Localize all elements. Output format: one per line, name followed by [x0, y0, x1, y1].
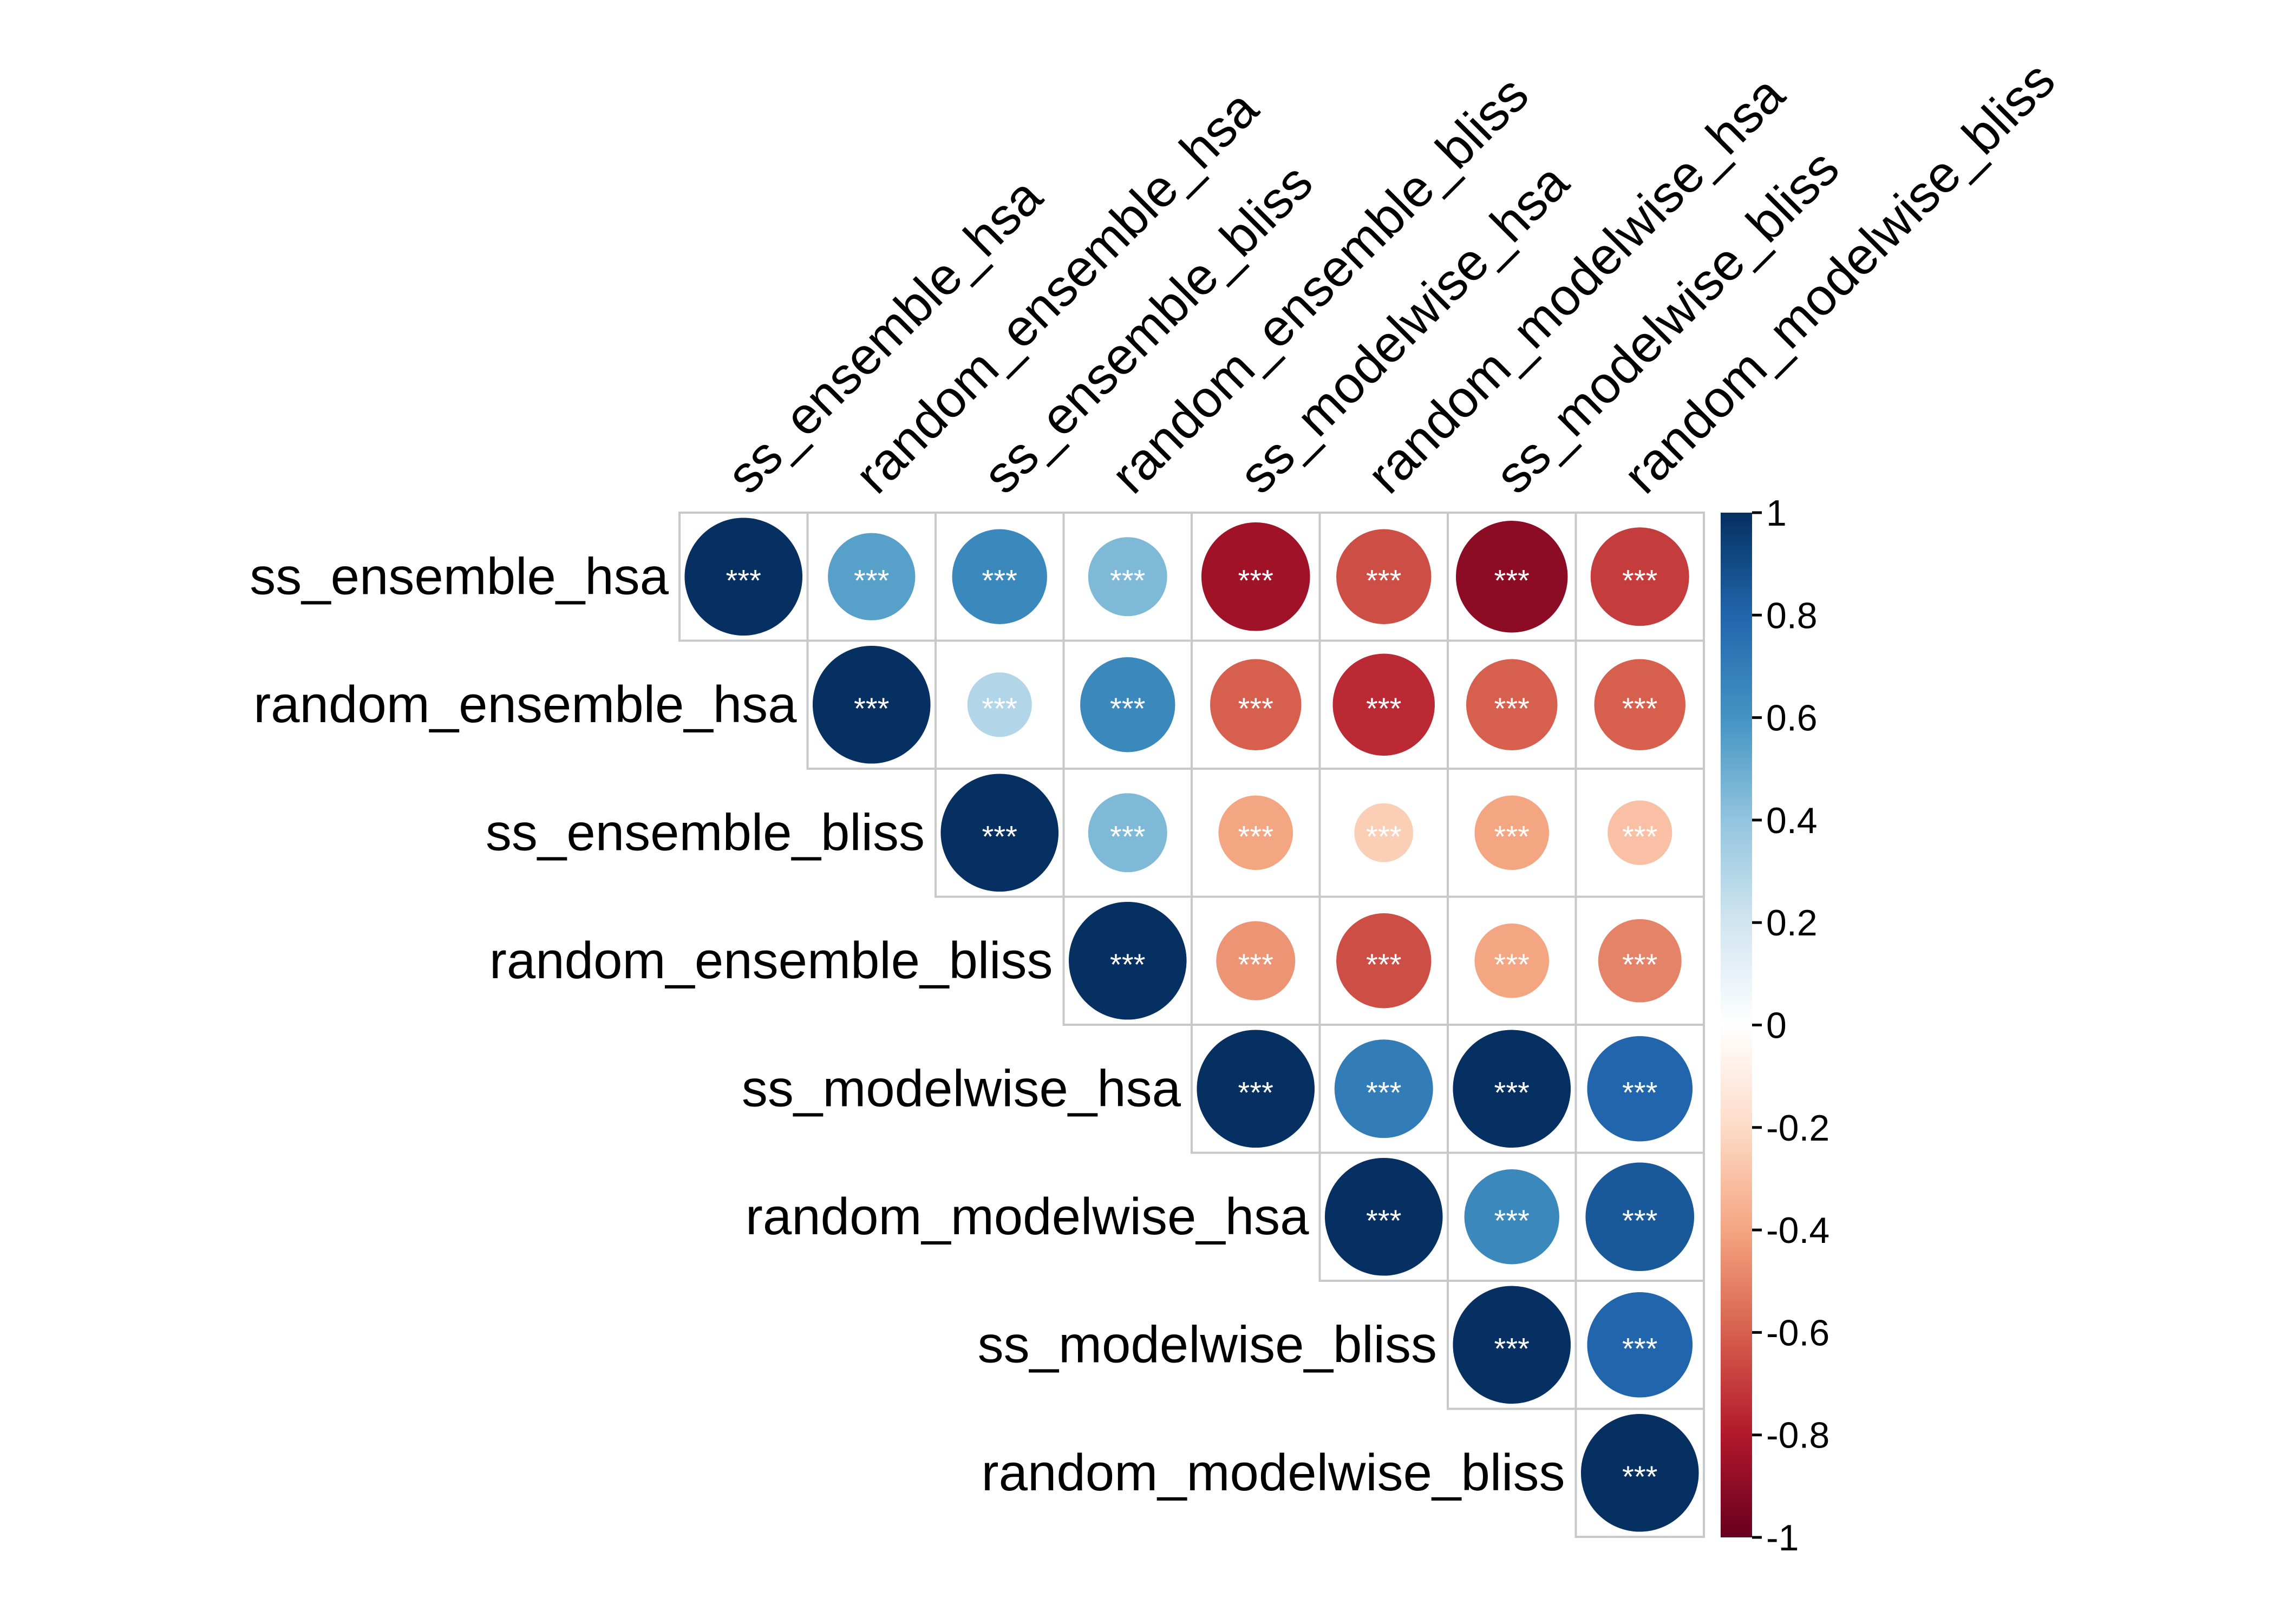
significance-label: *** — [1622, 1075, 1657, 1109]
colorbar-tick-label: 0.8 — [1766, 595, 1818, 636]
significance-label: *** — [1622, 947, 1657, 981]
significance-label: *** — [1622, 1331, 1657, 1365]
significance-label: *** — [1110, 563, 1145, 597]
significance-label: *** — [1366, 947, 1401, 981]
row-label-ss_ensemble_bliss: ss_ensemble_bliss — [486, 803, 925, 861]
correlation-circle-ss_ensemble_hsa-ss_ensemble_hsa — [684, 518, 803, 636]
colorbar-tick-label: 0.6 — [1766, 698, 1818, 739]
correlation-circle-ss_ensemble_bliss-random_modelwise_hsa — [1354, 803, 1414, 862]
colorbar-tick-label: -0.6 — [1766, 1312, 1829, 1353]
row-label-random_ensemble_bliss: random_ensemble_bliss — [489, 932, 1053, 990]
correlation-circle-ss_modelwise_hsa-random_modelwise_hsa — [1334, 1039, 1433, 1138]
correlation-circle-ss_modelwise_hsa-ss_modelwise_hsa — [1197, 1030, 1315, 1148]
correlation-circle-ss_ensemble_bliss-random_ensemble_bliss — [1088, 793, 1167, 873]
significance-label: *** — [1494, 1075, 1530, 1109]
correlation-circle-ss_ensemble_hsa-random_ensemble_hsa — [828, 533, 916, 620]
colorbar-tick-label: -0.2 — [1766, 1108, 1829, 1149]
colorbar-gradient — [1721, 513, 1752, 1537]
correlation-circle-ss_modelwise_hsa-ss_modelwise_bliss — [1453, 1030, 1571, 1148]
colorbar-tick-label: 0.4 — [1766, 800, 1818, 841]
significance-label: *** — [1110, 691, 1145, 725]
significance-label: *** — [982, 691, 1017, 725]
significance-label: *** — [1366, 691, 1401, 725]
correlation-circle-ss_modelwise_bliss-random_modelwise_bliss — [1587, 1292, 1693, 1398]
significance-label: *** — [1238, 563, 1273, 597]
significance-label: *** — [1366, 1203, 1401, 1237]
significance-label: *** — [1238, 947, 1273, 981]
colorbar: 1 0.8 0.6 0.4 0.2 0 -0.2 -0.4 -0.6 -0.8 -1 — [1721, 493, 1829, 1558]
correlation-circle-random_modelwise_hsa-ss_modelwise_bliss — [1464, 1169, 1559, 1265]
colorbar-tick-label: 0.2 — [1766, 902, 1818, 944]
correlation-circle-random_ensemble_bliss-random_ensemble_bliss — [1068, 901, 1187, 1020]
correlation-circle-random_modelwise_hsa-random_modelwise_hsa — [1324, 1157, 1443, 1276]
significance-label: *** — [1622, 819, 1657, 853]
significance-label: *** — [1366, 563, 1401, 597]
column-labels: ss_ensemble_hsarandom_ensemble_hsass_ens… — [716, 51, 2066, 505]
correlation-circle-random_ensemble_bliss-random_modelwise_hsa — [1336, 913, 1432, 1009]
colorbar-tick-label: -0.8 — [1766, 1415, 1829, 1456]
row-labels: ss_ensemble_hsa random_ensemble_hsa ss_ens… — [250, 547, 1565, 1502]
correlation-circle-random_ensemble_bliss-ss_modelwise_hsa — [1216, 921, 1296, 1000]
correlation-circles: *** *** *** *** *** *** *** *** *** *** *** *** *** *… — [684, 518, 1699, 1532]
significance-label: *** — [1238, 1075, 1273, 1109]
significance-label: *** — [1366, 1075, 1401, 1109]
correlation-circle-ss_ensemble_hsa-ss_modelwise_hsa — [1201, 522, 1310, 631]
correlation-circle-ss_ensemble_bliss-ss_modelwise_hsa — [1218, 795, 1293, 870]
correlation-circle-ss_ensemble_bliss-ss_modelwise_bliss — [1474, 795, 1550, 870]
significance-label: *** — [982, 819, 1017, 853]
significance-label: *** — [1622, 691, 1657, 725]
colorbar-tick-label: -1 — [1766, 1517, 1799, 1558]
correlation-circle-ss_ensemble_bliss-random_modelwise_bliss — [1608, 800, 1672, 865]
row-label-ss_modelwise_bliss: ss_modelwise_bliss — [978, 1315, 1437, 1373]
significance-label: *** — [1494, 1203, 1530, 1237]
row-label-ss_ensemble_hsa: ss_ensemble_hsa — [250, 547, 669, 605]
significance-label: *** — [1110, 819, 1145, 853]
correlation-circle-ss_ensemble_hsa-ss_modelwise_bliss — [1456, 521, 1568, 633]
significance-label: *** — [1366, 819, 1401, 853]
correlation-circle-random_ensemble_hsa-random_ensemble_bliss — [1080, 657, 1175, 752]
significance-label: *** — [1622, 563, 1657, 597]
significance-label: *** — [1494, 947, 1530, 981]
correlation-circle-ss_ensemble_hsa-random_ensemble_bliss — [1088, 537, 1167, 617]
correlation-circle-random_ensemble_hsa-ss_modelwise_hsa — [1210, 659, 1302, 751]
row-label-ss_modelwise_hsa: ss_modelwise_hsa — [742, 1059, 1181, 1117]
correlation-circle-random_ensemble_hsa-random_modelwise_hsa — [1332, 653, 1435, 756]
correlation-circle-random_ensemble_hsa-random_modelwise_bliss — [1594, 659, 1686, 751]
correlation-circle-ss_ensemble_hsa-random_modelwise_bliss — [1590, 527, 1689, 626]
significance-label: *** — [982, 563, 1017, 597]
correlation-circle-ss_ensemble_bliss-ss_ensemble_bliss — [940, 774, 1059, 892]
correlation-circle-random_ensemble_bliss-random_modelwise_bliss — [1598, 919, 1682, 1003]
correlation-circle-random_ensemble_bliss-ss_modelwise_bliss — [1474, 923, 1550, 998]
correlation-circle-random_ensemble_hsa-ss_ensemble_bliss — [967, 672, 1032, 737]
correlation-circle-random_ensemble_hsa-random_ensemble_hsa — [812, 645, 931, 764]
significance-label: *** — [726, 563, 761, 597]
row-label-random_modelwise_hsa: random_modelwise_hsa — [746, 1188, 1309, 1246]
significance-label: *** — [1494, 819, 1530, 853]
colorbar-tick-label: 1 — [1766, 493, 1787, 534]
row-label-random_modelwise_bliss: random_modelwise_bliss — [982, 1444, 1565, 1502]
significance-label: *** — [1238, 819, 1273, 853]
correlation-circle-random_ensemble_hsa-ss_modelwise_bliss — [1466, 659, 1558, 751]
significance-label: *** — [1494, 691, 1530, 725]
significance-label: *** — [854, 563, 889, 597]
significance-label: *** — [1622, 1203, 1657, 1237]
significance-label: *** — [1494, 563, 1530, 597]
correlation-circle-ss_modelwise_hsa-random_modelwise_bliss — [1587, 1036, 1693, 1142]
correlation-circle-ss_modelwise_bliss-ss_modelwise_bliss — [1453, 1286, 1571, 1404]
correlation-circle-random_modelwise_hsa-random_modelwise_bliss — [1585, 1162, 1695, 1272]
correlation-circle-ss_ensemble_hsa-ss_ensemble_bliss — [952, 529, 1047, 624]
significance-label: *** — [1110, 947, 1145, 981]
row-label-random_ensemble_hsa: random_ensemble_hsa — [253, 676, 797, 734]
colorbar-tick-label: 0 — [1766, 1005, 1787, 1046]
significance-label: *** — [854, 691, 889, 725]
significance-label: *** — [1238, 691, 1273, 725]
significance-label: *** — [1494, 1331, 1530, 1365]
correlation-circle-random_modelwise_bliss-random_modelwise_bliss — [1580, 1413, 1699, 1532]
correlation-circle-ss_ensemble_hsa-random_modelwise_hsa — [1336, 529, 1432, 624]
significance-label: *** — [1622, 1459, 1657, 1494]
colorbar-tick-label: -0.4 — [1766, 1210, 1829, 1251]
